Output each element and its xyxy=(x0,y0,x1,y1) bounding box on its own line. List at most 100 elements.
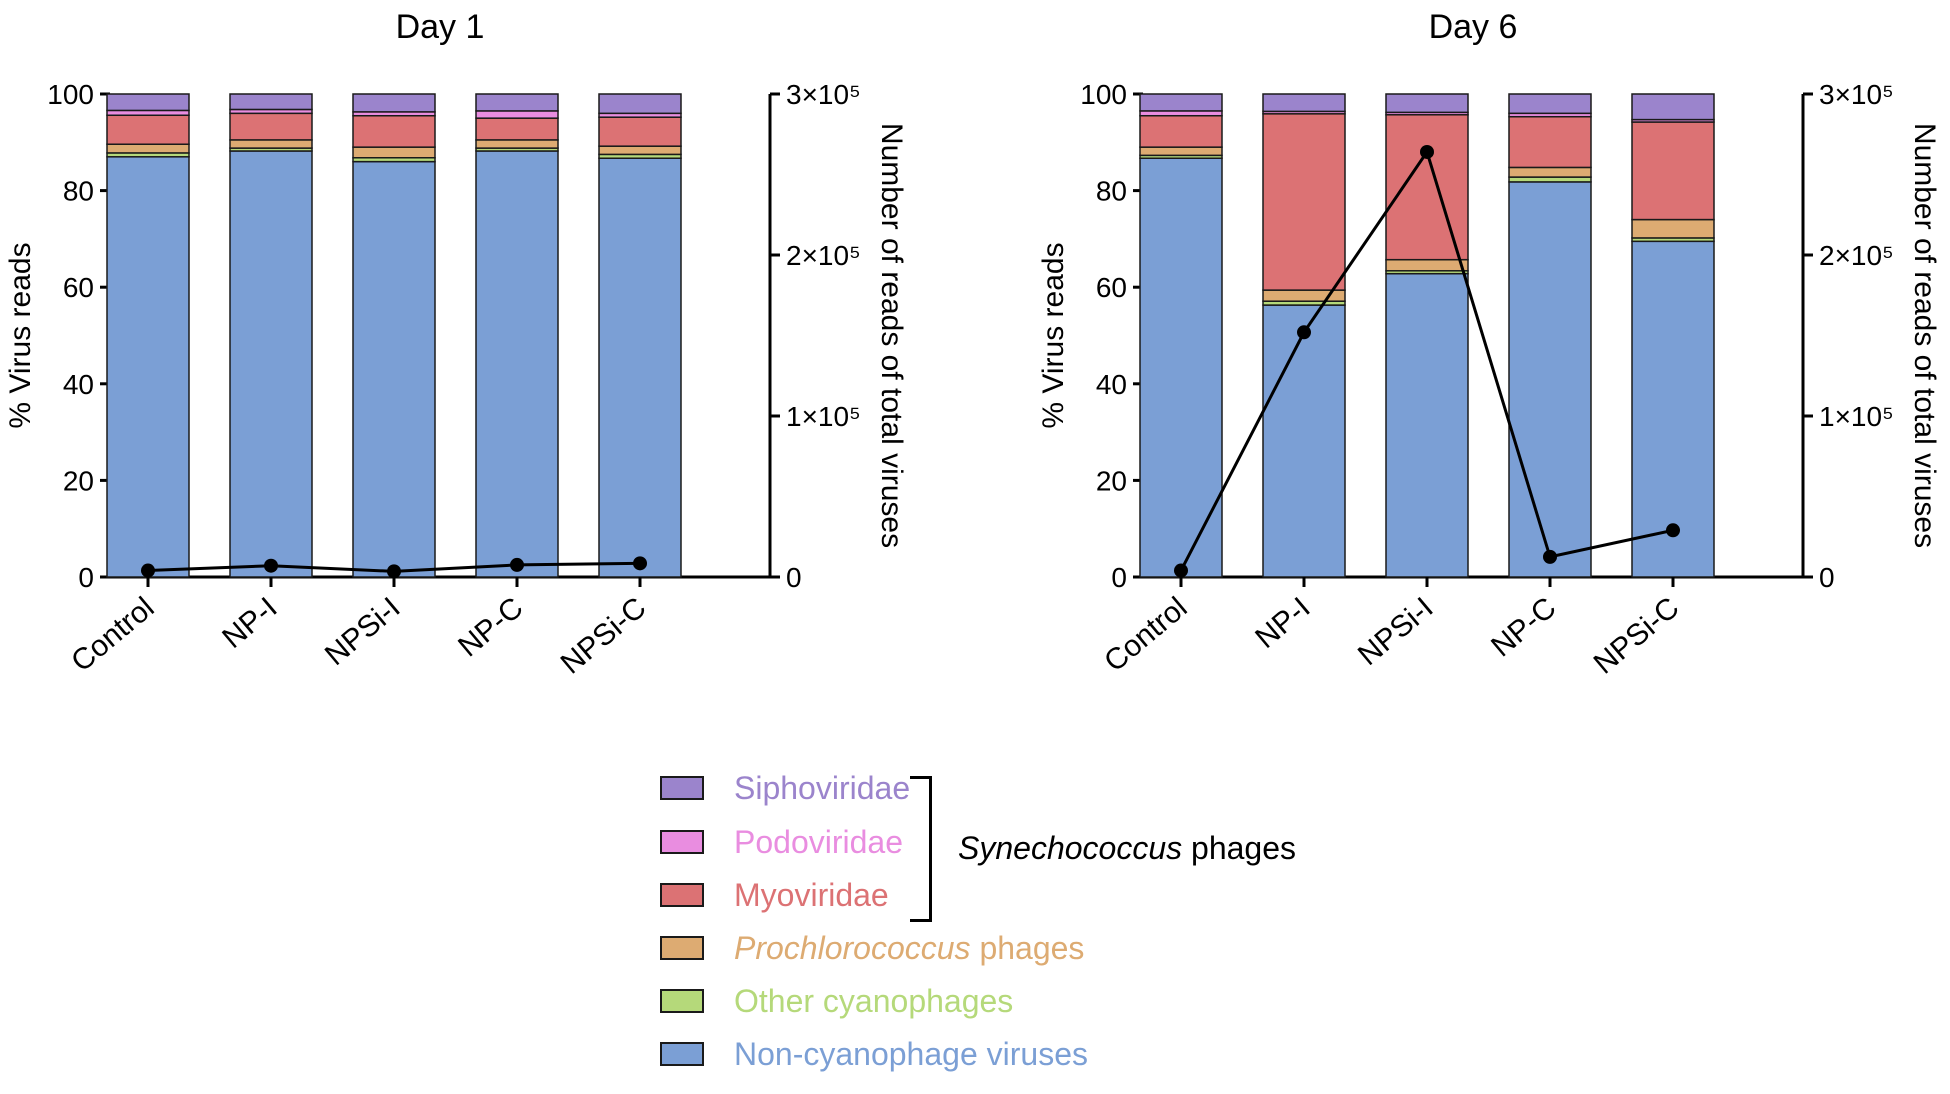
x-tick-label-np-i: NP-I xyxy=(1249,591,1316,655)
bar-segment-np-i-siphoviridae xyxy=(1262,93,1346,113)
bar-segment-np-c-prochlorococcus-phages xyxy=(475,139,559,149)
bar-segment-npsi-c-non-cyanophage-viruses xyxy=(598,157,682,578)
legend-item-myoviridae: Myoviridae xyxy=(660,875,889,915)
bar-segment-npsi-c-myoviridae xyxy=(1631,121,1715,221)
left-tick-label: 40 xyxy=(63,369,94,400)
legend-label-prochlorococcus-phages: Prochlorococcus phages xyxy=(734,930,1084,967)
total-reads-point-np-i xyxy=(1297,325,1311,340)
bar-segment-control-prochlorococcus-phages xyxy=(106,143,190,154)
panel-day-1: Day 1 0 20 40 60 80 100 % Virus reads 0 1×10⁵ 2×10… xyxy=(4,8,908,681)
total-reads-point-control xyxy=(1174,563,1188,578)
legend: Siphoviridae Podoviridae Myoviridae Proc… xyxy=(660,768,1460,1088)
bar-segment-np-c-non-cyanophage-viruses xyxy=(475,150,559,578)
bar-segment-np-c-siphoviridae xyxy=(1508,93,1592,115)
right-tick-label: 2×10⁵ xyxy=(1819,240,1894,271)
right-tick-label: 0 xyxy=(1819,562,1835,593)
x-tick-label-control: Control xyxy=(1098,591,1193,678)
left-tick-label: 0 xyxy=(1111,562,1127,593)
bar-segment-np-i-non-cyanophage-viruses xyxy=(1262,304,1346,578)
total-reads-point-npsi-i xyxy=(1420,144,1434,159)
legend-swatch-myoviridae xyxy=(660,883,704,907)
bar-segment-npsi-c-siphoviridae xyxy=(1631,93,1715,121)
bar-segment-np-c-siphoviridae xyxy=(475,93,559,112)
right-tick-label: 1×10⁵ xyxy=(786,401,861,432)
bar-segment-control-prochlorococcus-phages xyxy=(1139,146,1223,157)
x-tick-label-control: Control xyxy=(65,591,160,678)
x-tick-label-npsi-c: NPSi-C xyxy=(555,591,653,681)
bar-segment-np-c-myoviridae xyxy=(475,117,559,141)
left-tick-label: 100 xyxy=(1080,79,1127,110)
legend-label-prochlorococcus-italic: Prochlorococcus xyxy=(734,929,971,966)
total-reads-point-npsi-c xyxy=(1666,523,1680,538)
legend-swatch-prochlorococcus-phages xyxy=(660,936,704,960)
bar-segment-control-non-cyanophage-viruses xyxy=(1139,157,1223,578)
bar-segment-np-i-non-cyanophage-viruses xyxy=(229,150,313,578)
total-reads-point-np-c xyxy=(1543,549,1557,564)
right-tick-label: 0 xyxy=(786,562,802,593)
bar-segment-npsi-c-siphoviridae xyxy=(598,93,682,115)
synechococcus-bracket xyxy=(910,776,932,922)
x-tick-label-np-c: NP-C xyxy=(1485,591,1562,663)
bar-segment-np-i-myoviridae xyxy=(229,112,313,141)
legend-label-non-cyanophage-viruses: Non-cyanophage viruses xyxy=(734,1035,1088,1072)
right-axis-label: Number of reads of total viruses xyxy=(1908,123,1941,548)
x-tick-label-np-c: NP-C xyxy=(452,591,529,663)
bar-segment-npsi-i-prochlorococcus-phages xyxy=(1385,258,1469,272)
total-reads-point-np-c xyxy=(510,557,524,572)
legend-label-podoviridae: Podoviridae xyxy=(734,823,903,860)
total-reads-point-npsi-c xyxy=(633,556,647,571)
bar-segment-npsi-i-non-cyanophage-viruses xyxy=(1385,272,1469,578)
legend-item-podoviridae: Podoviridae xyxy=(660,822,903,862)
left-tick-label: 20 xyxy=(1096,465,1127,496)
right-tick-label: 1×10⁵ xyxy=(1819,401,1894,432)
x-tick-label-npsi-i: NPSi-I xyxy=(319,591,407,672)
legend-item-prochlorococcus-phages: Prochlorococcus phages xyxy=(660,928,1084,968)
total-reads-point-npsi-i xyxy=(387,564,401,579)
bar-segment-control-siphoviridae xyxy=(1139,93,1223,112)
legend-swatch-other-cyanophages xyxy=(660,989,704,1013)
left-tick-label: 0 xyxy=(78,562,94,593)
bar-segment-np-i-myoviridae xyxy=(1262,113,1346,291)
bar-segment-npsi-c-non-cyanophage-viruses xyxy=(1631,240,1715,578)
right-tick-label: 2×10⁵ xyxy=(786,240,861,271)
synechococcus-group-label: Synechococcus phages xyxy=(958,830,1296,867)
left-tick-label: 100 xyxy=(47,79,94,110)
bar-segment-npsi-c-prochlorococcus-phages xyxy=(1631,218,1715,239)
x-tick-label-npsi-c: NPSi-C xyxy=(1588,591,1686,681)
synechococcus-rest: phages xyxy=(1182,830,1296,866)
x-tick-label-npsi-i: NPSi-I xyxy=(1352,591,1440,672)
panel-day-6: Day 6 0 20 40 60 80 100 % Virus reads 0 1×10⁵ 2×10… xyxy=(1037,8,1941,681)
bar-segment-control-siphoviridae xyxy=(106,93,190,112)
bar-segment-control-myoviridae xyxy=(106,114,190,145)
left-axis-label: % Virus reads xyxy=(1037,242,1070,428)
bar-segment-np-c-podoviridae xyxy=(475,110,559,119)
legend-item-other-cyanophages: Other cyanophages xyxy=(660,981,1013,1021)
legend-item-siphoviridae: Siphoviridae xyxy=(660,768,910,808)
bar-segment-npsi-i-siphoviridae xyxy=(1385,93,1469,114)
right-axis-label: Number of reads of total viruses xyxy=(875,123,908,548)
left-tick-label: 80 xyxy=(1096,176,1127,207)
bar-segment-npsi-c-prochlorococcus-phages xyxy=(598,145,682,156)
left-tick-label: 80 xyxy=(63,176,94,207)
legend-label-myoviridae: Myoviridae xyxy=(734,876,889,913)
synechococcus-italic: Synechococcus xyxy=(958,830,1183,866)
right-tick-label: 3×10⁵ xyxy=(1819,79,1894,110)
left-tick-label: 40 xyxy=(1096,369,1127,400)
bar-segment-npsi-i-myoviridae xyxy=(1385,114,1469,261)
right-tick-label: 3×10⁵ xyxy=(786,79,861,110)
chart-title: Day 6 xyxy=(1429,8,1518,46)
legend-swatch-siphoviridae xyxy=(660,776,704,800)
bar-segment-np-c-prochlorococcus-phages xyxy=(1508,166,1592,178)
bar-segment-npsi-i-non-cyanophage-viruses xyxy=(352,160,436,578)
bar-segment-np-i-siphoviridae xyxy=(229,93,313,111)
legend-item-non-cyanophage-viruses: Non-cyanophage viruses xyxy=(660,1034,1088,1074)
legend-swatch-podoviridae xyxy=(660,830,704,854)
left-tick-label: 20 xyxy=(63,465,94,496)
bar-segment-np-c-myoviridae xyxy=(1508,115,1592,169)
chart-title: Day 1 xyxy=(396,8,485,46)
bar-segment-np-i-prochlorococcus-phages xyxy=(229,139,313,149)
bar-segment-np-c-non-cyanophage-viruses xyxy=(1508,181,1592,578)
legend-label-siphoviridae: Siphoviridae xyxy=(734,769,911,806)
legend-label-prochlorococcus-rest: phages xyxy=(970,929,1085,966)
